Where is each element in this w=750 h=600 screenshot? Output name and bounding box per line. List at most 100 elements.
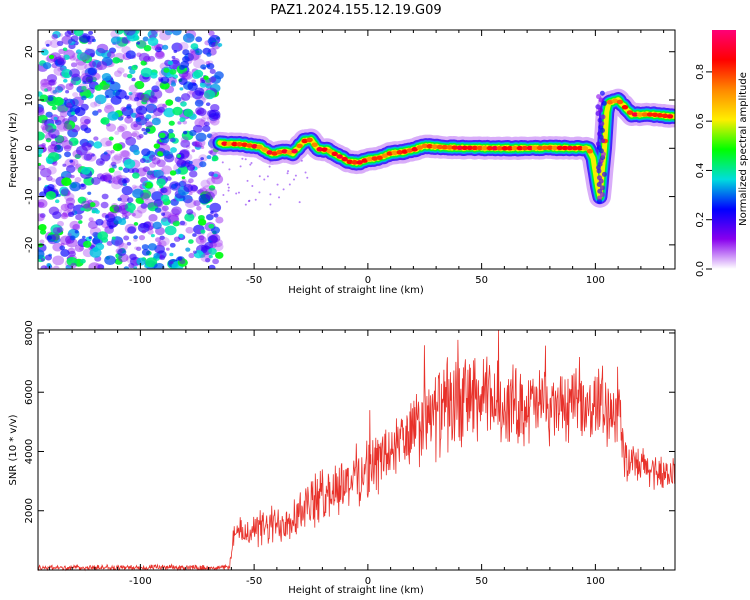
noise-blob	[103, 151, 108, 155]
streak-speck	[595, 104, 601, 110]
noise-blob	[79, 121, 88, 129]
noise-speck	[276, 183, 279, 186]
noise-blob	[200, 146, 205, 150]
noise-blob	[38, 108, 45, 117]
noise-speck	[227, 186, 230, 189]
ridge-peak	[271, 151, 278, 156]
noise-blob	[126, 31, 139, 42]
noise-blob	[203, 78, 214, 87]
ridge-peak	[476, 145, 484, 151]
noise-blob	[198, 235, 205, 241]
noise-blob	[67, 232, 72, 237]
noise-blob	[138, 134, 144, 139]
noise-blob	[195, 132, 207, 142]
noise-blob	[123, 158, 136, 169]
noise-blob	[131, 212, 136, 217]
noise-blob	[208, 171, 215, 177]
noise-blob	[40, 78, 49, 86]
noise-blob	[143, 198, 155, 209]
noise-blob	[191, 79, 196, 84]
noise-blob	[156, 159, 166, 168]
noise-blob	[154, 170, 166, 180]
noise-blob	[179, 65, 185, 70]
noise-blob	[199, 161, 207, 168]
noise-blob	[79, 115, 92, 126]
noise-blob	[129, 253, 137, 260]
noise-blob	[209, 68, 216, 74]
noise-blob	[63, 145, 72, 152]
noise-blob	[61, 177, 72, 187]
noise-blob	[43, 78, 48, 82]
noise-blob	[124, 116, 134, 124]
noise-blob	[58, 33, 63, 37]
noise-speck	[222, 194, 225, 197]
noise-blob	[154, 207, 162, 213]
noise-blob	[90, 101, 98, 108]
colorbar-tick-label: 0.4	[695, 162, 706, 178]
noise-blob	[47, 96, 54, 102]
noise-blob	[179, 87, 184, 91]
noise-blob	[155, 237, 162, 243]
noise-blob	[177, 256, 183, 261]
noise-blob	[182, 120, 188, 125]
ridge-peak	[616, 99, 624, 105]
noise-blob	[39, 78, 50, 88]
noise-blob	[125, 136, 137, 146]
noise-blob	[81, 95, 87, 101]
noise-blob	[82, 235, 86, 239]
noise-blob	[78, 220, 83, 224]
noise-blob	[96, 61, 108, 71]
noise-blob	[135, 117, 142, 122]
noise-blob	[192, 233, 197, 237]
x-tick-label: 0	[365, 275, 371, 286]
noise-blob	[209, 202, 222, 213]
noise-blob	[192, 82, 197, 86]
noise-blob	[205, 102, 211, 107]
noise-blob	[118, 166, 123, 171]
x-tick-label: 50	[475, 275, 488, 286]
noise-blob	[97, 108, 102, 113]
noise-blob	[92, 231, 99, 238]
noise-blob	[70, 174, 75, 179]
noise-blob	[69, 220, 80, 230]
noise-blob	[63, 97, 68, 101]
noise-blob	[101, 56, 113, 67]
noise-blob	[79, 52, 91, 62]
noise-blob	[206, 177, 216, 185]
noise-blob	[38, 106, 45, 116]
noise-blob	[80, 124, 89, 131]
snr-frame	[37, 329, 676, 571]
noise-blob	[140, 192, 150, 201]
noise-blob	[176, 154, 182, 158]
noise-speck	[228, 168, 231, 171]
ridge-peak	[306, 137, 313, 143]
x-tick-label: 100	[586, 576, 605, 587]
noise-blob	[89, 247, 102, 258]
noise-blob	[194, 48, 203, 56]
noise-blob	[209, 76, 217, 83]
noise-blob	[59, 245, 66, 251]
noise-blob	[126, 197, 134, 203]
noise-blob	[189, 49, 195, 53]
noise-blob	[196, 107, 207, 116]
noise-blob	[153, 262, 165, 269]
noise-blob	[164, 225, 177, 236]
noise-blob	[138, 234, 146, 241]
noise-blob	[41, 119, 48, 125]
noise-blob	[69, 159, 74, 163]
noise-blob	[161, 212, 166, 216]
noise-blob	[110, 150, 115, 154]
noise-speck	[251, 184, 254, 187]
noise-blob	[171, 55, 176, 60]
noise-blob	[88, 236, 93, 240]
noise-blob	[54, 199, 60, 204]
noise-blob	[77, 196, 87, 204]
noise-blob	[113, 170, 122, 178]
noise-blob	[89, 202, 96, 208]
noise-speck	[225, 200, 228, 203]
noise-blob	[75, 213, 83, 221]
noise-blob	[62, 118, 70, 125]
figure-title: PAZ1.2024.155.12.19.G09	[270, 3, 441, 18]
noise-blob	[56, 40, 64, 47]
noise-blob	[108, 225, 114, 230]
